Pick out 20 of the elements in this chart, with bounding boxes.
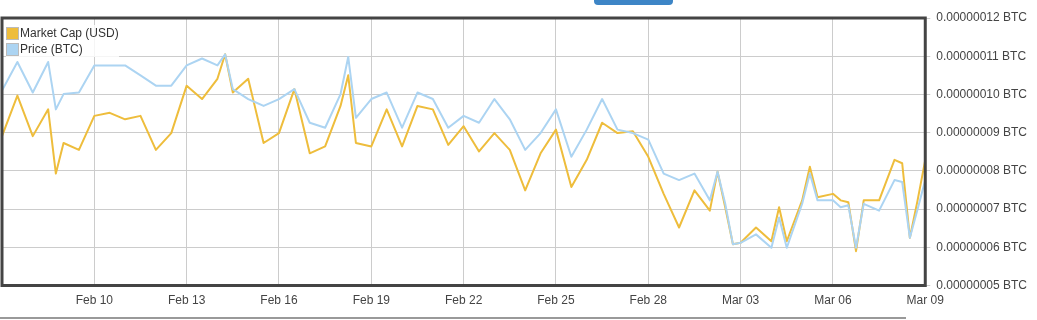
y-tick-label: 0.00000006 BTC: [936, 239, 1028, 254]
x-tick-label: Feb 25: [537, 293, 575, 308]
y-tick-label: 0.00000011 BTC: [936, 48, 1027, 63]
legend-label: Price (BTC): [20, 41, 83, 57]
y-tick-label: 0.00000010 BTC: [936, 86, 1028, 101]
y-tick-label: 0.00000005 BTC: [936, 277, 1028, 292]
x-tick-label: Feb 19: [352, 293, 391, 308]
x-tick-label: Mar 06: [814, 293, 852, 308]
y-tick-label: 0.00000012 BTC: [936, 10, 1028, 25]
x-tick-label: Feb 13: [167, 293, 206, 308]
legend-label: Market Cap (USD): [20, 25, 119, 41]
x-tick-label: Feb 22: [444, 293, 483, 308]
x-tick-label: Mar 03: [721, 293, 760, 308]
y-tick-label: 0.00000009 BTC: [936, 125, 1028, 139]
x-tick-label: Feb 16: [260, 293, 298, 308]
y-tick-label: 0.00000008 BTC: [936, 163, 1028, 178]
x-tick-label: Mar 09: [906, 293, 945, 308]
x-tick-label: Feb 28: [629, 293, 668, 308]
y-tick-label: 0.00000007 BTC: [936, 201, 1028, 216]
x-tick-label: Feb 10: [75, 293, 114, 308]
